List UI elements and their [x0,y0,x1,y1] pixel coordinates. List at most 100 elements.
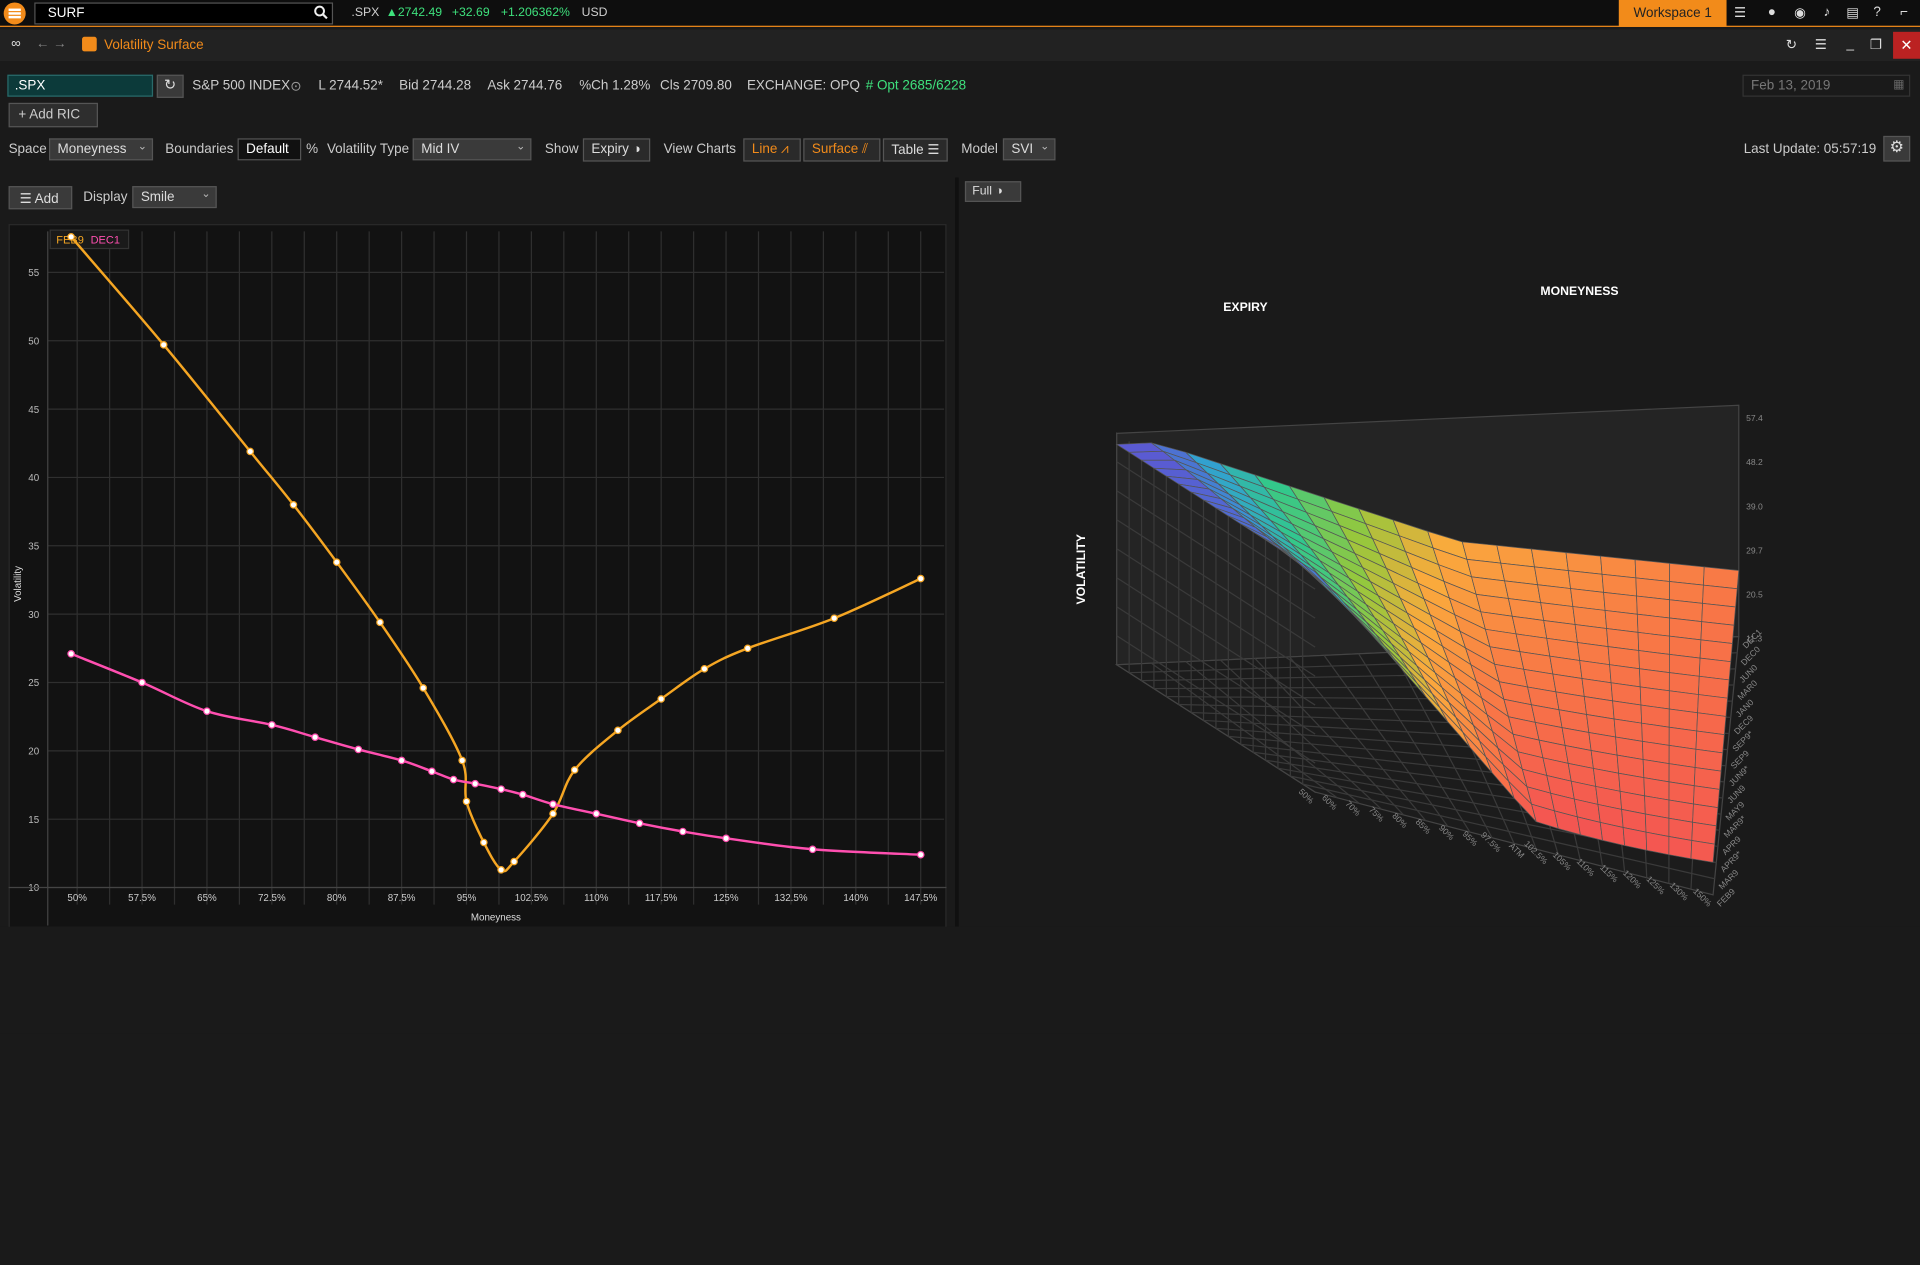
data-point-feb9 [549,809,557,818]
ric-refresh-button[interactable]: ↻ [156,74,184,98]
expiry-tick-label: FEB9 [1715,886,1737,908]
data-point-dec1 [679,827,687,836]
data-point-feb9 [376,618,384,627]
surface-mesh [1115,442,1740,863]
add-expiry-button[interactable]: ☰ Add [8,186,73,210]
volatility-surface-3d: EXPIRY MONEYNESS VOLATILITY 57.4 48.2 39.0 29.… [1074,284,1764,909]
help-icon[interactable]: ? [1873,4,1881,20]
options-menu-icon[interactable]: ☰ [1814,37,1827,53]
calendar-icon[interactable]: ▦ [1893,78,1905,92]
data-point-dec1 [518,790,527,799]
data-point-feb9 [159,341,168,349]
data-point-dec1 [268,721,276,729]
wall-grid-line [1116,519,1316,648]
wall-grid-line [1116,577,1316,706]
surface-chart-icon: ⫽ [862,142,869,157]
search-icon[interactable] [313,5,328,20]
y-tick-label: 25 [28,678,39,689]
data-point-dec1 [354,745,363,754]
data-point-feb9 [614,726,622,735]
boundaries-input[interactable]: Default [237,138,302,161]
data-point-feb9 [246,447,255,456]
data-point-dec1 [808,845,817,854]
workspace-tab[interactable]: Workspace 1 [1618,0,1727,27]
data-point-dec1 [722,834,730,843]
x-tick-label: 125% [714,893,739,904]
x-tick-label: 132.5% [774,893,807,904]
wall-grid-line [1116,635,1316,764]
wall-grid-line [1116,490,1316,619]
y-tick-label: 20 [28,747,39,758]
volatility-type-select[interactable]: Mid IV ⌄ [412,138,532,161]
model-select[interactable]: SVI ⌄ [1002,138,1056,161]
surface-chart-button[interactable]: Surface ⫽ [803,138,881,162]
refresh-icon[interactable]: ↻ [1785,37,1798,53]
x-tick-label: 65% [197,893,217,904]
y-tick-label: 30 [28,610,39,621]
data-point-dec1 [311,733,319,741]
link-icon[interactable]: ∞ [11,36,21,52]
chat-icon[interactable]: ◉ [1794,6,1806,21]
space-value: Moneyness [57,142,127,157]
wall-grid-line [1116,606,1316,735]
add-ric-button[interactable]: + Add RIC [8,102,98,128]
table-button[interactable]: Table ☰ [882,138,948,162]
wall-grid-line [1116,461,1316,590]
volatility-type-value: Mid IV [421,142,460,157]
bell-icon[interactable]: ♪ [1823,4,1831,20]
x-tick-label: 102.5% [515,893,548,904]
ticker-symbol[interactable]: .SPX [351,6,380,20]
space-label: Space [8,142,47,157]
data-point-feb9 [332,558,341,566]
vol-tick-label: 11.3 [1746,633,1762,643]
menu-logo-icon[interactable] [3,2,26,25]
display-select[interactable]: Smile ⌄ [132,186,217,209]
back-arrow-icon[interactable]: ← [36,36,50,52]
corner-icon[interactable]: ⌐ [1900,4,1909,20]
chevron-down-icon: ⌄ [516,139,526,152]
vol-tick-label: 57.4 [1746,413,1763,423]
command-search-input[interactable]: SURF [34,2,334,25]
date-picker[interactable]: Feb 13, 2019 [1742,74,1911,97]
show-toggle[interactable]: Expiry ◑ [582,138,651,162]
vol-tick-label: 20.5 [1746,589,1763,599]
line-chart-button[interactable]: Line ⩘ [743,138,801,162]
space-select[interactable]: Moneyness ⌄ [48,138,154,161]
full-view-button[interactable]: Full ◑ [964,181,1022,202]
model-value: SVI [1011,142,1034,157]
data-point-feb9 [480,838,488,847]
add-ric-label: Add RIC [29,107,81,123]
hamburger-menu-icon[interactable]: ☰ [1733,6,1747,21]
y-tick-label: 35 [28,541,39,552]
user-icon[interactable]: ● [1767,4,1776,20]
y-axis-label: Volatility [13,566,24,602]
forward-arrow-icon[interactable]: → [53,36,67,52]
volatility-type-label: Volatility Type [326,142,410,157]
close-icon[interactable]: ✕ [1893,31,1920,59]
data-point-dec1 [428,767,436,776]
x-tick-label: 140% [843,893,868,904]
y-tick-label: 40 [28,473,39,484]
news-icon[interactable]: ▤ [1846,6,1860,21]
data-point-dec1 [203,707,211,715]
x-tick-label: 147.5% [904,893,937,904]
ticker-change: +32.69 [451,6,490,20]
toggle-icon: ◑ [995,184,1003,199]
ticker-price: ▲2742.49 [385,6,443,20]
panel-divider[interactable] [955,177,959,927]
ask-price: Ask 2744.76 [487,78,563,94]
ric-input[interactable]: .SPX [7,74,154,97]
x-tick-label: 117.5% [645,893,678,904]
y-tick-label: 45 [28,405,39,416]
boundaries-label: Boundaries [165,142,234,157]
info-icon[interactable]: ⊙ [290,79,302,95]
show-value: Expiry [591,142,629,157]
settings-gear-icon[interactable]: ⚙ [1883,135,1911,162]
x-tick-label: 72.5% [258,893,286,904]
table-label: Table [891,143,924,158]
minimize-icon[interactable]: _ [1846,36,1854,52]
add-label: Add [34,192,59,207]
restore-icon[interactable]: ❐ [1869,37,1882,53]
data-point-feb9 [462,797,471,806]
data-point-feb9 [510,857,518,866]
